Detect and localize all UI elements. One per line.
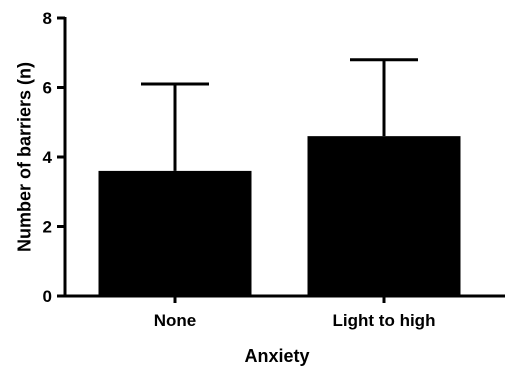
y-tick-label-3: 6 (43, 79, 52, 98)
x-tick-label-1: Light to high (333, 311, 436, 330)
bar-1 (307, 136, 461, 296)
bar-0 (98, 170, 252, 296)
x-axis-title: Anxiety (244, 346, 309, 366)
y-tick-label-4: 8 (43, 9, 52, 28)
y-axis-title: Number of barriers (n) (14, 62, 34, 252)
bars (98, 136, 461, 296)
y-ticks: 0 2 4 6 8 (43, 9, 65, 306)
y-tick-label-1: 2 (43, 218, 52, 237)
y-tick-label-0: 0 (43, 287, 52, 306)
x-tick-label-0: None (154, 311, 197, 330)
x-ticks: None Light to high (154, 296, 436, 330)
y-tick-label-2: 4 (43, 148, 53, 167)
error-bars (141, 58, 418, 171)
